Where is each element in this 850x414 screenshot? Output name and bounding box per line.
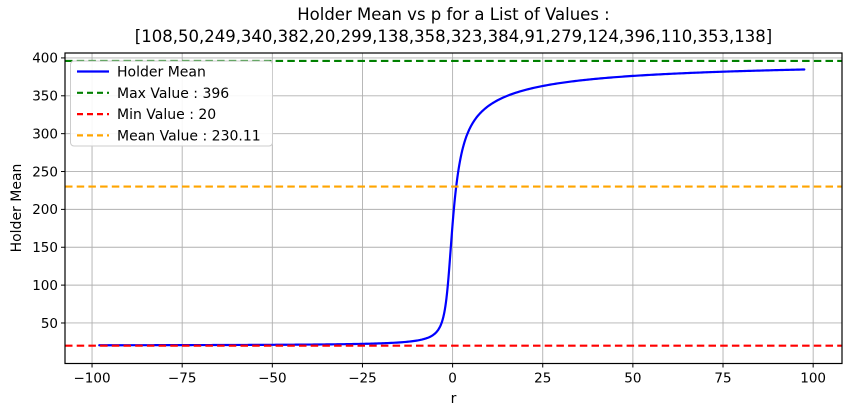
y-tick-label: 150 <box>32 240 58 256</box>
x-tick-label: 0 <box>448 371 457 387</box>
x-tick-label: −50 <box>258 371 287 387</box>
x-tick-labels: −100 −75 −50 −25 0 25 50 75 100 <box>73 371 826 387</box>
x-tick-label: 25 <box>534 371 551 387</box>
legend-item-min-value: Min Value : 20 <box>77 107 216 123</box>
y-axis-label: Holder Mean <box>9 164 25 253</box>
plot-frame <box>64 52 843 365</box>
y-tick-labels: 50 100 150 200 250 300 350 400 <box>32 51 58 332</box>
y-tick-label: 250 <box>32 164 58 180</box>
legend-label-holder-mean: Holder Mean <box>117 65 206 81</box>
x-tick-label: 100 <box>800 371 826 387</box>
y-tick-label: 400 <box>32 51 58 67</box>
axis-ticks <box>61 57 814 368</box>
chart-subtitle: [108,50,249,340,382,20,299,138,358,323,3… <box>135 27 772 46</box>
legend-label-mean-value: Mean Value : 230.11 <box>117 128 261 144</box>
legend-label-min-value: Min Value : 20 <box>117 107 216 123</box>
x-tick-label: 75 <box>714 371 731 387</box>
x-tick-label: 50 <box>624 371 641 387</box>
y-tick-label: 300 <box>32 126 58 142</box>
legend: Holder Mean Max Value : 396 Min Value : … <box>70 60 273 147</box>
y-tick-label: 350 <box>32 89 58 105</box>
legend-label-max-value: Max Value : 396 <box>117 86 229 102</box>
y-tick-label: 100 <box>32 278 58 294</box>
x-tick-label: −100 <box>73 371 110 387</box>
legend-item-holder-mean: Holder Mean <box>77 65 206 81</box>
x-tick-label: −75 <box>168 371 197 387</box>
y-tick-label: 200 <box>32 202 58 218</box>
legend-box <box>70 60 273 147</box>
x-tick-label: −25 <box>348 371 377 387</box>
legend-item-mean-value: Mean Value : 230.11 <box>77 128 261 144</box>
x-axis-label: r <box>451 391 457 407</box>
y-tick-label: 50 <box>41 316 58 332</box>
chart-title: Holder Mean vs p for a List of Values : <box>297 5 610 24</box>
legend-item-max-value: Max Value : 396 <box>77 86 229 102</box>
